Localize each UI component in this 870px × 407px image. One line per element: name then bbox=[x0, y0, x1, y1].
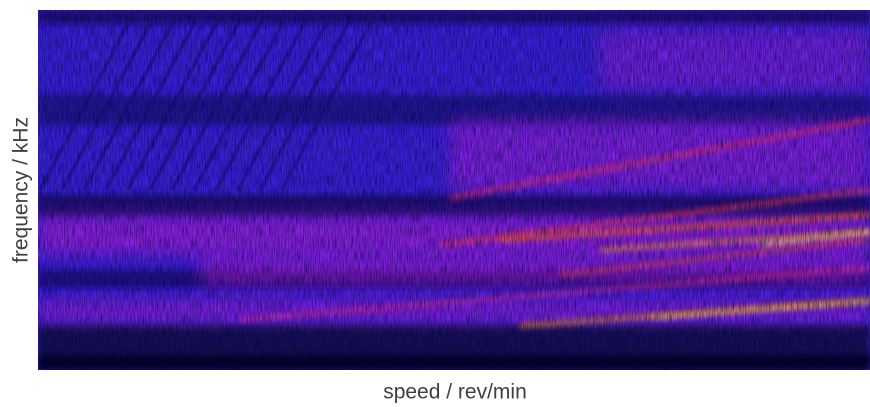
plot-area bbox=[38, 10, 870, 370]
x-axis-label: speed / rev/min bbox=[383, 381, 527, 404]
noise-texture bbox=[38, 10, 870, 370]
y-axis-label: frequency / kHz bbox=[10, 117, 33, 263]
